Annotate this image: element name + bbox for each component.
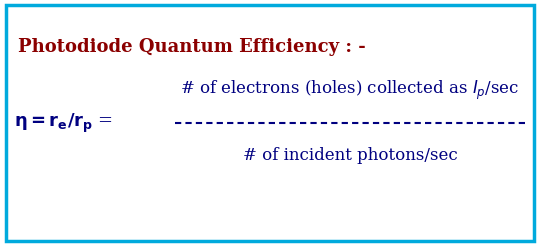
Text: $\mathbf{\eta= r_e/r_p}$ =: $\mathbf{\eta= r_e/r_p}$ = [14,111,113,135]
Text: Photodiode Quantum Efficiency : -: Photodiode Quantum Efficiency : - [18,38,366,56]
Text: # of electrons (holes) collected as $\mathit{I_p}$/sec: # of electrons (holes) collected as $\ma… [180,78,519,102]
Text: # of incident photons/sec: # of incident photons/sec [242,147,457,163]
